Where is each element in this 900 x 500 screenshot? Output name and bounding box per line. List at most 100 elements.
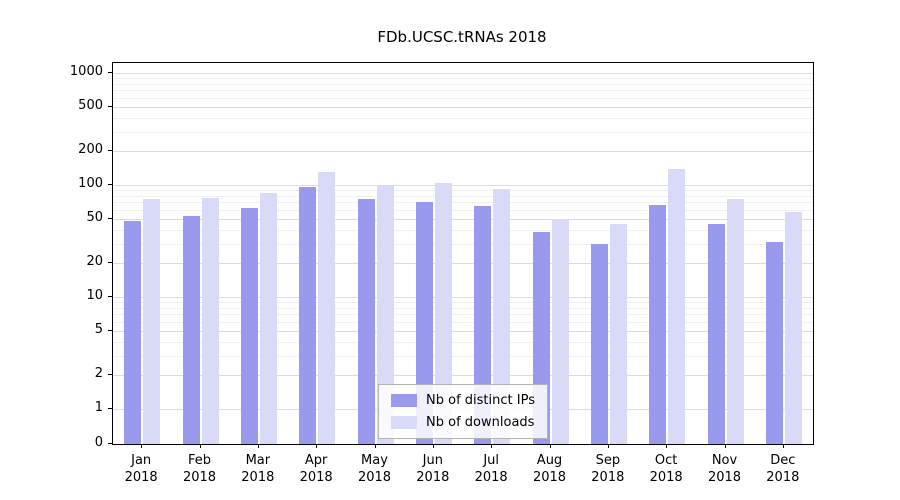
gridline-major xyxy=(113,73,813,74)
y-axis-tick-label: 20 xyxy=(86,254,103,270)
y-axis-tick xyxy=(108,374,112,376)
bar-distinct-ips-sep xyxy=(591,244,608,444)
legend-swatch-distinct-ips xyxy=(391,394,418,407)
gridline-major xyxy=(113,185,813,186)
legend-entry-distinct-ips: Nb of distinct IPs xyxy=(391,393,535,408)
x-axis-tick xyxy=(491,444,492,448)
x-axis-tick-label: Mar 2018 xyxy=(241,453,275,485)
x-axis-tick-label: Jun 2018 xyxy=(416,453,450,485)
y-axis-tick-label: 100 xyxy=(78,176,103,191)
bar-distinct-ips-oct xyxy=(649,205,666,444)
y-axis-tick-label: 2 xyxy=(94,366,103,382)
y-axis-tick xyxy=(108,443,112,444)
y-axis-tick-label: 50 xyxy=(86,209,103,225)
x-axis-tick xyxy=(316,444,317,448)
bar-downloads-sep xyxy=(610,224,627,444)
legend-swatch-downloads xyxy=(391,416,418,429)
gridline-minor xyxy=(113,131,813,133)
bar-distinct-ips-feb xyxy=(183,216,200,444)
gridline-major xyxy=(113,297,813,298)
gridline-minor xyxy=(113,314,813,316)
gridline-minor xyxy=(113,190,813,192)
y-axis-tick-label: 1000 xyxy=(69,64,103,79)
y-axis-tick-label: 0 xyxy=(94,435,103,450)
bar-distinct-ips-jan xyxy=(124,221,141,444)
y-axis-tick xyxy=(108,296,112,297)
y-axis-tick-label: 500 xyxy=(78,97,103,113)
gridline-major xyxy=(113,151,813,153)
gridline-minor xyxy=(113,90,813,92)
gridline-minor xyxy=(113,307,813,309)
y-axis-tick-label: 200 xyxy=(78,142,103,158)
gridline-minor xyxy=(113,355,813,357)
bar-distinct-ips-nov xyxy=(708,224,725,444)
x-axis-tick xyxy=(783,444,784,448)
gridline-minor xyxy=(113,302,813,304)
x-axis-tick-label: Oct 2018 xyxy=(649,453,683,485)
gridline-minor xyxy=(113,202,813,204)
bar-distinct-ips-mar xyxy=(241,208,258,444)
x-axis-tick-label: Dec 2018 xyxy=(766,453,800,485)
bar-downloads-may xyxy=(377,185,394,444)
bar-downloads-nov xyxy=(727,199,744,444)
gridline-minor xyxy=(113,341,813,343)
plot-area: Nb of distinct IPs Nb of downloads xyxy=(112,62,814,445)
y-axis-tick-label: 5 xyxy=(94,321,103,337)
x-axis-tick-label: May 2018 xyxy=(357,453,392,485)
gridline-minor xyxy=(113,195,813,197)
bar-distinct-ips-dec xyxy=(766,242,783,444)
gridline-minor xyxy=(113,78,813,80)
bar-downloads-jul xyxy=(493,189,510,444)
gridline-major xyxy=(113,263,813,265)
y-axis-tick xyxy=(108,217,112,219)
x-axis-tick xyxy=(375,444,376,448)
x-axis-tick xyxy=(666,444,667,448)
y-axis-tick xyxy=(108,408,112,409)
legend-label: Nb of downloads xyxy=(426,415,535,430)
gridline-major xyxy=(113,106,813,108)
bar-downloads-aug xyxy=(552,219,569,444)
gridline-minor xyxy=(113,321,813,323)
gridline-major xyxy=(113,330,813,332)
x-axis-tick xyxy=(200,444,201,448)
gridline-minor xyxy=(113,209,813,211)
legend-entry-downloads: Nb of downloads xyxy=(391,415,535,430)
y-axis-tick-label: 10 xyxy=(86,288,103,303)
x-axis-tick-label: Feb 2018 xyxy=(182,453,217,485)
x-axis-tick-label: Sep 2018 xyxy=(591,453,625,485)
bar-downloads-feb xyxy=(202,198,219,444)
gridline-minor xyxy=(113,243,813,245)
bar-downloads-mar xyxy=(260,193,277,444)
y-axis-tick xyxy=(108,329,112,331)
x-axis-tick xyxy=(725,444,726,448)
gridline-major xyxy=(113,375,813,377)
gridline-minor xyxy=(113,229,813,231)
bar-downloads-jun xyxy=(435,183,452,444)
x-axis-tick-label: Aug 2018 xyxy=(532,453,567,485)
gridline-major xyxy=(113,218,813,220)
x-axis-tick xyxy=(608,444,609,448)
x-axis-tick-label: Apr 2018 xyxy=(299,453,333,485)
gridline-minor xyxy=(113,83,813,85)
bar-distinct-ips-may xyxy=(358,199,375,444)
y-axis-tick xyxy=(108,184,112,185)
x-axis-tick xyxy=(550,444,551,448)
legend-label: Nb of distinct IPs xyxy=(426,393,535,408)
x-axis-tick xyxy=(258,444,259,448)
bar-distinct-ips-apr xyxy=(299,187,316,444)
y-axis-tick xyxy=(108,105,112,107)
bar-downloads-jan xyxy=(143,199,160,444)
chart-title: FDb.UCSC.tRNAs 2018 xyxy=(377,28,547,46)
y-axis-tick xyxy=(108,72,112,73)
y-axis-tick xyxy=(108,262,112,264)
bar-downloads-apr xyxy=(318,172,335,444)
y-axis-tick-label: 1 xyxy=(94,400,103,415)
bar-downloads-oct xyxy=(668,169,685,444)
x-axis-tick-label: Jan 2018 xyxy=(124,453,158,485)
x-axis-tick-label: Jul 2018 xyxy=(474,453,508,485)
y-axis-tick xyxy=(108,150,112,152)
x-axis-tick xyxy=(433,444,434,448)
legend: Nb of distinct IPs Nb of downloads xyxy=(378,384,548,439)
x-axis-tick-label: Nov 2018 xyxy=(707,453,742,485)
